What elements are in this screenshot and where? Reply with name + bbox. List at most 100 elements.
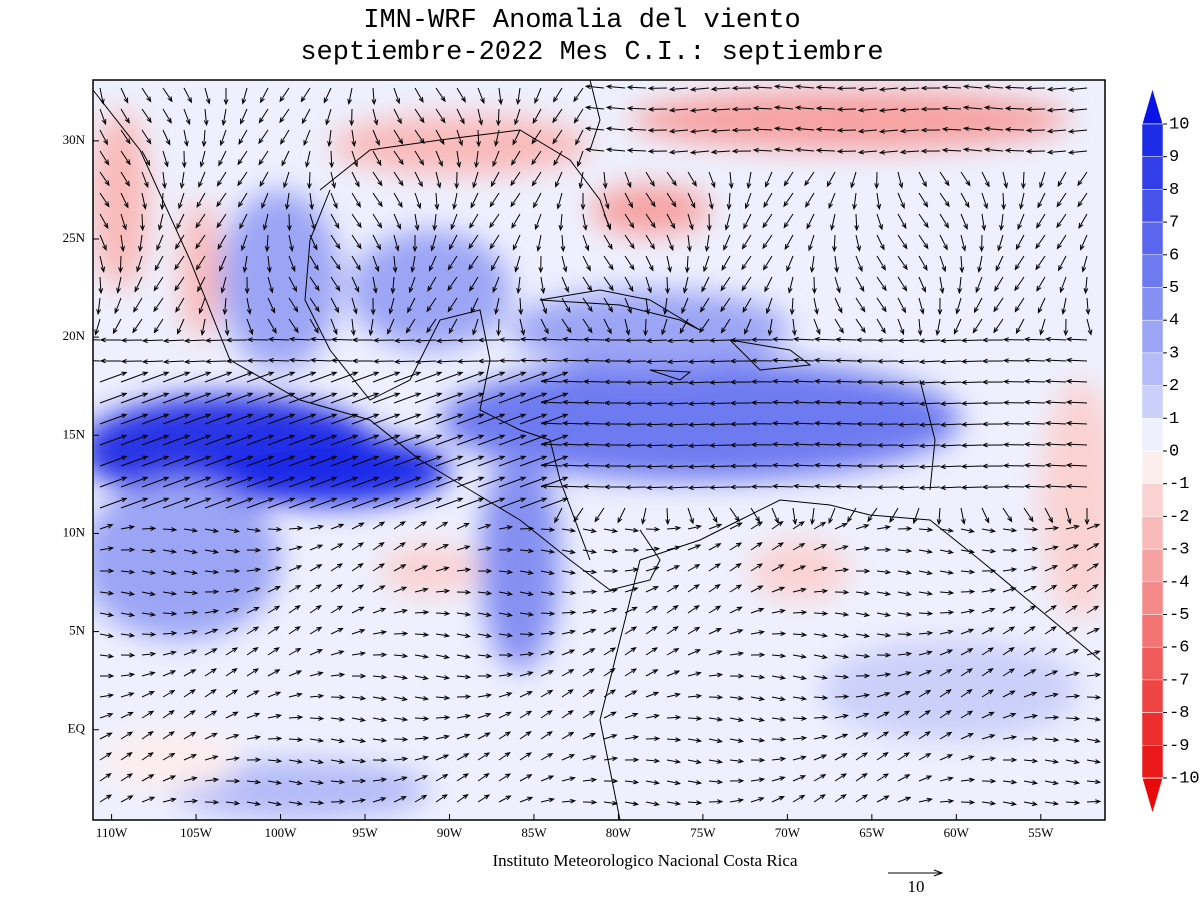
wind-vector (183, 338, 206, 344)
wind-vector (729, 651, 745, 657)
wind-vector (99, 371, 128, 383)
wind-vector (477, 794, 491, 803)
wind-vector (393, 192, 403, 209)
wind-vector (687, 192, 696, 209)
wind-vector (435, 359, 458, 365)
wind-vector (561, 689, 574, 698)
wind-vector (393, 675, 409, 680)
title-line: septiembre-2022 Mes C.I.: septiembre (300, 38, 883, 68)
wind-vector (1065, 671, 1080, 677)
wind-vector (330, 627, 344, 635)
wind-vector (876, 337, 899, 343)
wind-vector (729, 673, 745, 679)
wind-vector (834, 463, 857, 468)
wind-vector (708, 192, 714, 210)
wind-vector (330, 413, 359, 425)
wind-vector (771, 462, 794, 468)
wind-vector (288, 336, 311, 342)
wind-vector (120, 773, 133, 782)
wind-vector (222, 297, 228, 316)
wind-vector (555, 171, 563, 188)
wind-vector (330, 171, 336, 189)
wind-vector (225, 392, 254, 404)
wind-vector (519, 434, 548, 446)
wind-vector (162, 527, 178, 532)
wind-vector (393, 371, 422, 383)
wind-vector (305, 150, 311, 168)
wind-vector (897, 526, 913, 532)
wind-vector (477, 87, 485, 105)
wind-vector (995, 255, 1004, 272)
wind-vector (771, 542, 784, 551)
wind-vector (372, 129, 380, 146)
wind-vector (405, 318, 416, 334)
wind-vector (666, 338, 689, 344)
wind-vector (267, 297, 276, 314)
wind-vector (666, 213, 676, 230)
wind-vector (876, 547, 892, 553)
wind-vector (1002, 757, 1018, 763)
wind-vector (1039, 318, 1046, 336)
wind-vector (834, 713, 849, 719)
wind-vector (1002, 484, 1025, 490)
wind-vector (939, 171, 950, 187)
wind-vector (162, 591, 178, 596)
wind-vector (731, 148, 752, 154)
wind-vector (477, 392, 506, 404)
wind-vector (435, 773, 449, 782)
wind-vector (704, 234, 710, 253)
wind-vector (752, 105, 773, 111)
wind-vector (288, 692, 303, 698)
wind-vector (582, 648, 596, 656)
wind-vector (710, 86, 731, 92)
wind-vector (771, 520, 784, 530)
wind-vector (1080, 234, 1088, 251)
wind-vector (240, 108, 248, 125)
wind-vector (750, 630, 766, 635)
x-tick-label: 55W (1028, 825, 1054, 840)
wind-vector (960, 359, 983, 364)
wind-vector (540, 420, 563, 426)
wind-vector (183, 689, 196, 698)
wind-vector (731, 127, 752, 133)
wind-vector (519, 796, 534, 803)
wind-vector (561, 731, 575, 740)
wind-vector (477, 633, 493, 638)
wind-vector (939, 798, 955, 804)
wind-vector (645, 605, 659, 614)
wind-vector (477, 693, 493, 698)
wind-vector (489, 192, 500, 208)
wind-vector (876, 632, 892, 638)
wind-vector (1002, 606, 1016, 614)
wind-vector (771, 756, 787, 762)
wind-vector (687, 800, 703, 806)
wind-vector (309, 524, 324, 530)
wind-vector (981, 627, 995, 635)
wind-vector (624, 668, 637, 677)
x-tick-label: 105W (180, 825, 213, 840)
wind-vector (729, 379, 752, 385)
wind-vector (813, 611, 829, 616)
wind-vector (918, 570, 933, 576)
wind-vector (1002, 337, 1025, 343)
wind-vector (477, 590, 493, 596)
wind-vector (764, 276, 773, 293)
wind-vector (603, 778, 619, 784)
wind-vector (410, 255, 416, 273)
wind-vector (267, 566, 282, 572)
wind-vector (162, 570, 177, 576)
wind-vector (1002, 626, 1016, 635)
wind-vector (351, 297, 358, 315)
wind-vector (582, 234, 590, 252)
wind-vector (1023, 669, 1037, 677)
wind-vector (815, 127, 836, 132)
wind-vector (141, 631, 157, 637)
wind-vector (645, 546, 661, 552)
wind-vector (918, 630, 934, 636)
wind-vector (1086, 799, 1102, 805)
wind-vector (393, 338, 416, 344)
wind-vector (309, 192, 314, 211)
wind-vector (773, 105, 794, 111)
wind-vector (246, 757, 262, 763)
wind-vector (703, 255, 710, 273)
